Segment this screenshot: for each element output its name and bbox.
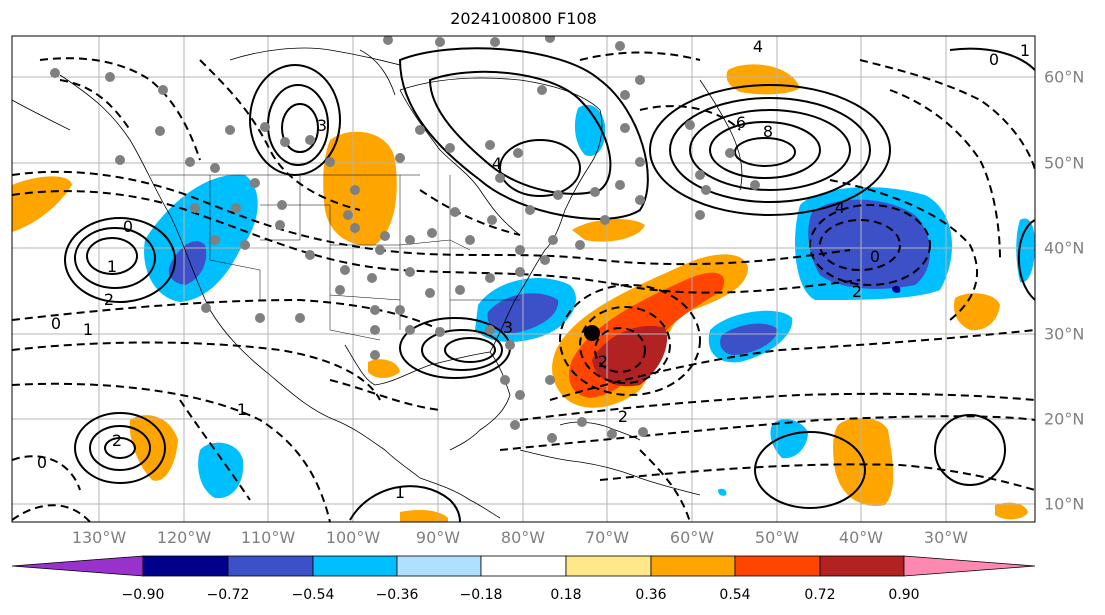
contour-label: 0 — [37, 453, 47, 472]
contour-label: 3 — [503, 318, 513, 337]
colorbar-segment — [819, 555, 905, 577]
colorbar-tick-label: −0.18 — [459, 587, 503, 603]
contour-labels: 0 1 2 3 4 6 8 0 1 2 3 4 2 1 0 2 1 0 4 2 … — [37, 37, 1030, 502]
cold-core-midatlantic — [808, 199, 930, 289]
contour-label: 0 — [989, 50, 999, 69]
state-borders — [150, 174, 520, 341]
contour-label: 2 — [104, 290, 114, 309]
lon-label: 130°W — [71, 528, 127, 547]
lon-label: 90°W — [415, 528, 461, 547]
colorbar-tick-label: 0.90 — [888, 587, 920, 603]
contour-label: 2 — [112, 431, 122, 450]
colorbar-segment — [903, 555, 1036, 577]
colorbar-tick-label: −0.90 — [121, 587, 165, 603]
contour-label: 4 — [753, 37, 763, 56]
lon-label: 40°W — [838, 528, 884, 547]
colorbar-segment — [650, 555, 736, 577]
map-frame — [11, 35, 1036, 523]
lon-label: 100°W — [325, 528, 381, 547]
map-title: 2024100800 F108 — [450, 9, 597, 28]
colorbar-tick-label: 0.18 — [550, 587, 582, 603]
lon-label: 70°W — [584, 528, 630, 547]
colorbar-segment — [396, 555, 482, 577]
dashed-contours — [12, 51, 1035, 522]
lat-label: 50°N — [1044, 153, 1085, 173]
lat-label: 40°N — [1044, 238, 1085, 258]
lon-label: 80°W — [500, 528, 546, 547]
lat-label: 60°N — [1044, 67, 1085, 87]
station-markers — [50, 36, 760, 443]
colorbar-segment — [312, 555, 398, 577]
colorbar-tick-label: 0.72 — [804, 587, 836, 603]
contour-label: 1 — [107, 257, 117, 276]
contour-label: 2 — [598, 352, 608, 371]
lon-label: 50°W — [754, 528, 800, 547]
cold-anomaly-west-us — [144, 174, 258, 302]
contour-label: 1 — [1020, 41, 1030, 60]
colorbar-segment — [227, 555, 314, 577]
storm-center-marker — [584, 325, 600, 341]
contour-label: 2 — [852, 282, 862, 301]
contour-label: 6 — [736, 113, 746, 132]
coastlines — [12, 47, 743, 519]
colorbar-tick-label: −0.54 — [291, 587, 335, 603]
contour-label: 3 — [317, 116, 327, 135]
lat-label: 10°N — [1044, 494, 1085, 514]
colorbar-segment — [734, 555, 821, 577]
colorbar-segment — [142, 555, 229, 577]
lon-label: 30°W — [923, 528, 969, 547]
lon-label: 110°W — [240, 528, 296, 547]
colorbar-segment — [480, 555, 567, 577]
lon-label: 120°W — [156, 528, 212, 547]
colorbar-segment — [565, 555, 652, 577]
contour-label: 0 — [870, 247, 880, 266]
contour-label: 4 — [492, 154, 502, 173]
solid-contours — [64, 47, 1035, 522]
contour-label: 4 — [835, 198, 845, 217]
lat-label: 30°N — [1044, 324, 1085, 344]
contour-label: 8 — [763, 122, 773, 141]
colorbar-tick-label: −0.72 — [206, 587, 250, 603]
contour-label: 0 — [51, 314, 61, 333]
colorbar-tick-label: 0.54 — [719, 587, 751, 603]
colorbar-tick-label: −0.36 — [375, 587, 419, 603]
contour-label: 0 — [123, 217, 133, 236]
contour-label: 1 — [237, 400, 247, 419]
contour-label: 1 — [83, 320, 93, 339]
contour-label: 1 — [395, 483, 405, 502]
lon-label: 60°W — [669, 528, 715, 547]
colorbar — [11, 555, 1036, 577]
contour-label: 2 — [618, 407, 628, 426]
lat-label: 20°N — [1044, 409, 1085, 429]
warm-anomaly-plains — [323, 131, 397, 246]
colorbar-segment — [11, 555, 144, 577]
colorbar-tick-label: 0.36 — [635, 587, 667, 603]
